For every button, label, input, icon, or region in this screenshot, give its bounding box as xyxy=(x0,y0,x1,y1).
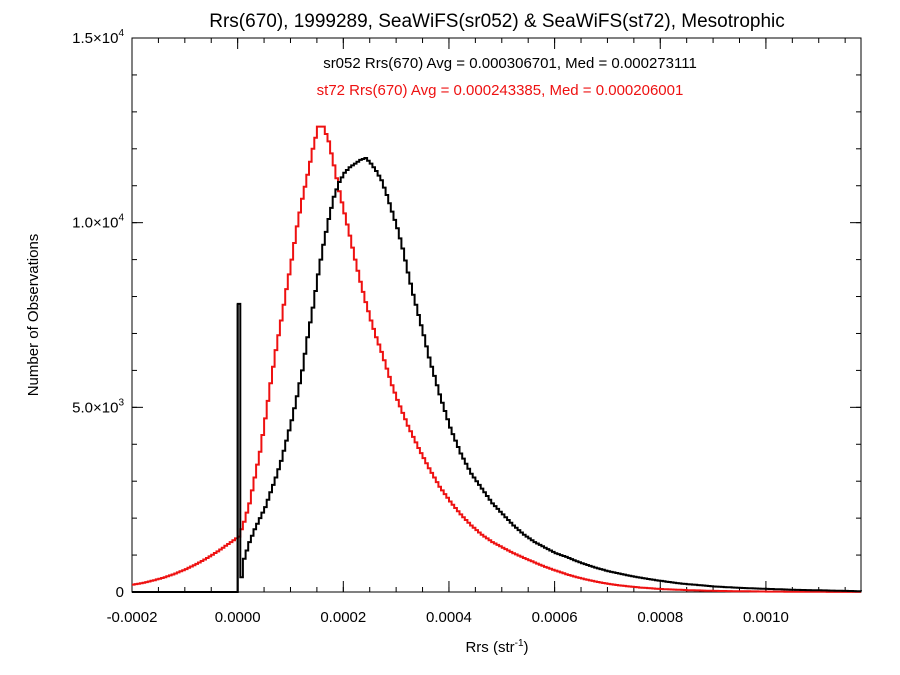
y-tick-exponent: 3 xyxy=(118,397,124,408)
x-tick-label: 0.0000 xyxy=(215,609,261,626)
y-tick-exponent: 4 xyxy=(118,213,124,224)
y-tick-label: 1.5×104 xyxy=(72,28,124,47)
y-tick-mantissa: 1.0×10 xyxy=(72,215,118,232)
chart-title: Rrs(670), 1999289, SeaWiFS(sr052) & SeaW… xyxy=(209,11,785,32)
x-tick-label: 0.0004 xyxy=(426,609,472,626)
y-tick-mantissa: 0 xyxy=(116,584,124,601)
y-tick-exponent: 4 xyxy=(118,28,124,39)
y-axis-label: Number of Observations xyxy=(25,234,42,397)
x-tick-label: 0.0006 xyxy=(532,609,578,626)
y-tick-label: 1.0×104 xyxy=(72,213,124,232)
x-axis-label-main: Rrs (str xyxy=(465,639,514,656)
y-tick-label: 5.0×103 xyxy=(72,397,124,416)
x-tick-label: -0.0002 xyxy=(107,609,158,626)
x-axis-label: Rrs (str-1) xyxy=(465,638,528,656)
series-line-st72 xyxy=(132,125,861,593)
y-tick-mantissa: 1.5×10 xyxy=(72,30,118,47)
series-layer xyxy=(132,125,862,593)
x-tick-label: 0.0002 xyxy=(320,609,366,626)
x-axis-label-close: ) xyxy=(524,639,529,656)
y-tick-mantissa: 5.0×10 xyxy=(72,399,118,416)
x-tick-label: 0.0008 xyxy=(637,609,683,626)
y-tick-label: 0 xyxy=(116,584,124,601)
plot-frame xyxy=(131,37,862,593)
x-tick-label: 0.0010 xyxy=(743,609,789,626)
annotation-st72: st72 Rrs(670) Avg = 0.000243385, Med = 0… xyxy=(317,82,684,99)
series-line-sr052 xyxy=(132,157,862,593)
axes: -0.0002 0.0000 0.0002 0.0004 0.0006 0.0008 0.0… xyxy=(72,28,862,626)
x-axis-label-sup: -1 xyxy=(515,638,524,649)
annotation-sr052: sr052 Rrs(670) Avg = 0.000306701, Med = … xyxy=(323,55,697,72)
